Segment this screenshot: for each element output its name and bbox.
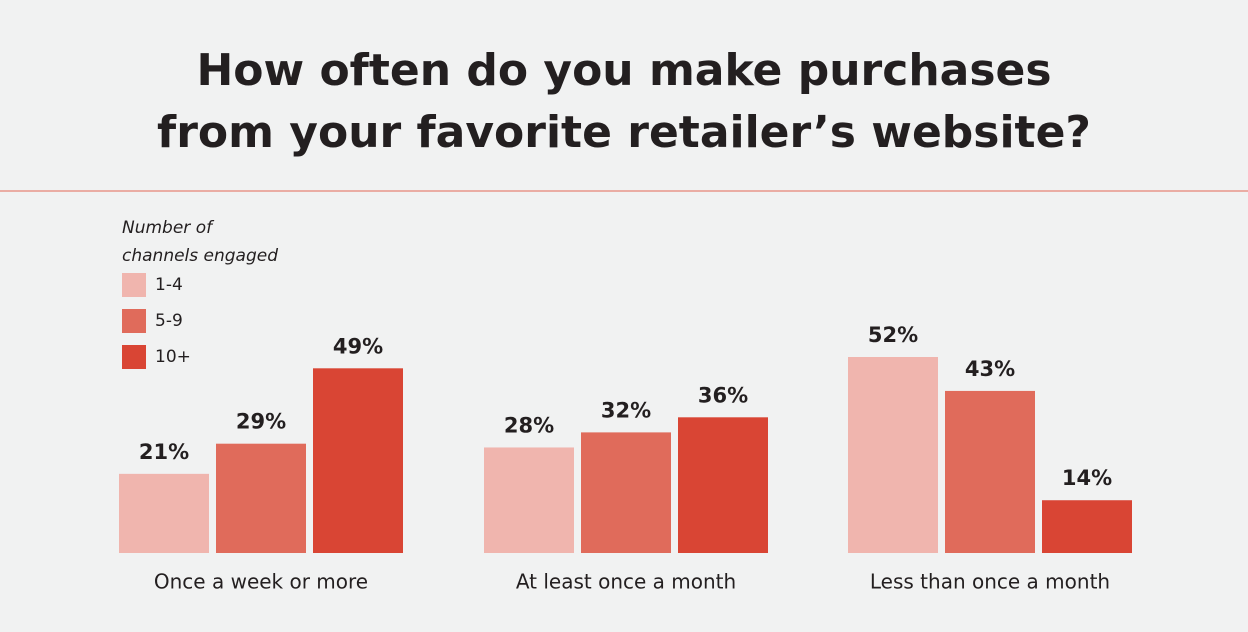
x-tick-label: At least once a month bbox=[516, 570, 736, 594]
value-label: 28% bbox=[504, 413, 554, 437]
value-label: 32% bbox=[601, 398, 651, 422]
x-tick-label: Less than once a month bbox=[870, 570, 1110, 594]
bar bbox=[945, 390, 1035, 553]
x-tick-label: Once a week or more bbox=[154, 570, 368, 594]
value-label: 49% bbox=[333, 334, 383, 358]
value-label: 29% bbox=[236, 410, 286, 434]
value-label: 14% bbox=[1062, 466, 1112, 490]
chart-title: How often do you make purchases from you… bbox=[157, 45, 1091, 158]
bar bbox=[581, 432, 671, 553]
legend-swatch bbox=[122, 345, 146, 369]
value-label: 36% bbox=[698, 383, 748, 407]
bar bbox=[1042, 500, 1132, 553]
value-label: 43% bbox=[965, 357, 1015, 381]
legend-label: 1-4 bbox=[155, 275, 183, 295]
bar bbox=[484, 447, 574, 553]
legend-label: 5-9 bbox=[155, 311, 183, 331]
value-label: 52% bbox=[868, 323, 918, 347]
bar bbox=[313, 368, 403, 553]
bar bbox=[119, 473, 209, 553]
value-label: 21% bbox=[139, 440, 189, 464]
legend-swatch bbox=[122, 273, 146, 297]
legend-title: Number of channels engaged bbox=[122, 218, 279, 266]
bar bbox=[848, 357, 938, 553]
bar bbox=[216, 443, 306, 553]
legend-label: 10+ bbox=[155, 347, 191, 367]
legend-swatch bbox=[122, 309, 146, 333]
bar bbox=[678, 417, 768, 553]
